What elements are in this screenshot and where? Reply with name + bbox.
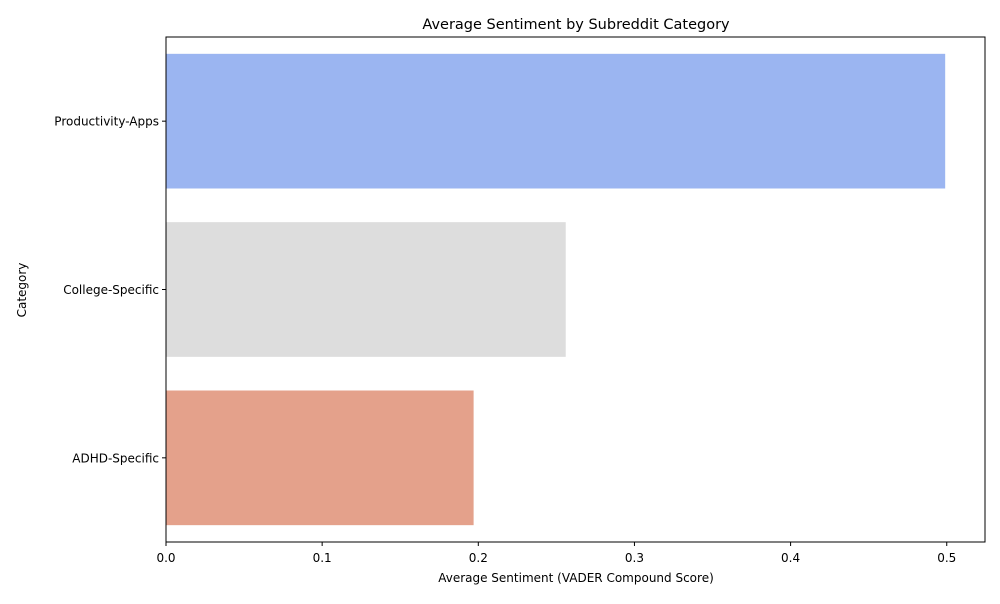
x-axis-label: Average Sentiment (VADER Compound Score)	[438, 571, 714, 585]
ticks-layer: Productivity-Apps College-Specific ADHD-Sp…	[54, 115, 956, 565]
x-tick-label: 0.4	[781, 551, 800, 565]
bar-adhd-specific	[166, 390, 474, 526]
x-tick-label: 0.5	[937, 551, 956, 565]
x-tick-label: 0.3	[625, 551, 644, 565]
x-tick-label: 0.2	[469, 551, 488, 565]
axes-spines	[165, 36, 986, 543]
bars-layer	[166, 53, 946, 526]
bar-productivity-apps	[166, 53, 946, 189]
y-tick-label: ADHD-Specific	[72, 451, 159, 465]
y-tick-label: College-Specific	[63, 283, 159, 297]
y-axis-label: Category	[15, 263, 29, 318]
bar-college-specific	[166, 222, 566, 357]
y-tick-label: Productivity-Apps	[54, 115, 159, 129]
chart-title: Average Sentiment by Subreddit Category	[422, 17, 730, 33]
x-tick-label: 0.0	[156, 551, 175, 565]
x-tick-label: 0.1	[313, 551, 332, 565]
axes-frame	[165, 36, 986, 543]
